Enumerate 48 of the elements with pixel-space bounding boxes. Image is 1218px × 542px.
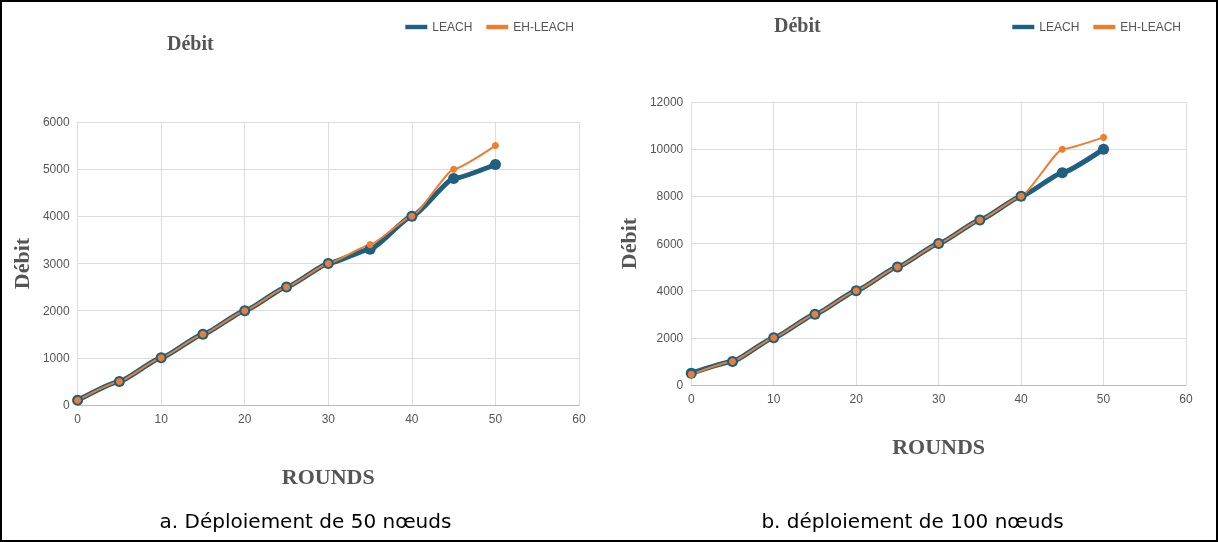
x-tick-label: 40 [1014, 392, 1029, 406]
point [448, 173, 460, 185]
y-tick-label: 0 [676, 378, 684, 392]
x-tick-label: 20 [849, 392, 864, 406]
x-tick-label: 60 [572, 412, 586, 426]
y-tick-label: 2000 [42, 303, 70, 318]
x-tick-label: 30 [321, 412, 336, 426]
x-tick-label: 0 [687, 392, 695, 406]
x-tick-label: 50 [488, 412, 503, 426]
legend-label: LEACH [1039, 20, 1080, 34]
legend-label: EH-LEACH [1120, 20, 1182, 34]
y-axis-title: Débit [8, 237, 34, 290]
y-tick-label: 2000 [656, 330, 684, 345]
y-tick-label: 4000 [42, 209, 70, 224]
y-tick-label: 8000 [656, 189, 684, 204]
x-tick-label: 10 [767, 392, 781, 406]
x-tick-label: 20 [238, 412, 252, 426]
y-tick-label: 4000 [656, 283, 684, 298]
point [366, 241, 374, 249]
text: a. Déploiement de 50 nœuds [159, 509, 452, 533]
x-tick-label: 10 [154, 412, 169, 426]
legend-label: EH-LEACH [513, 20, 575, 34]
y-tick-label: 5000 [42, 162, 70, 177]
y-tick-label: 3000 [42, 256, 70, 271]
point [1058, 145, 1066, 153]
x-tick-label: 0 [74, 412, 82, 426]
point [1100, 133, 1108, 141]
y-tick-label: 6000 [42, 115, 70, 129]
x-tick-label: 30 [931, 392, 946, 406]
point [1098, 143, 1110, 155]
chart-title: Débit [167, 32, 214, 54]
y-tick-label: 10000 [649, 142, 684, 157]
x-tick-label: 50 [1096, 392, 1111, 406]
x-tick-label: 60 [1179, 392, 1193, 406]
y-tick-label: 12000 [649, 95, 684, 109]
x-tick-label: 40 [405, 412, 419, 426]
point [491, 142, 499, 150]
point [489, 158, 501, 170]
x-axis-title: ROUNDS [892, 433, 986, 459]
point [1056, 167, 1068, 179]
y-tick-label: 6000 [656, 236, 684, 251]
point [450, 165, 458, 173]
legend-label: LEACH [432, 20, 473, 34]
x-axis-title: ROUNDS [281, 463, 375, 489]
chart-title: Débit [774, 14, 821, 36]
y-axis-title: Débit [615, 217, 641, 270]
text: b. déploiement de 100 nœuds [761, 509, 1064, 533]
y-tick-label: 1000 [42, 350, 70, 365]
